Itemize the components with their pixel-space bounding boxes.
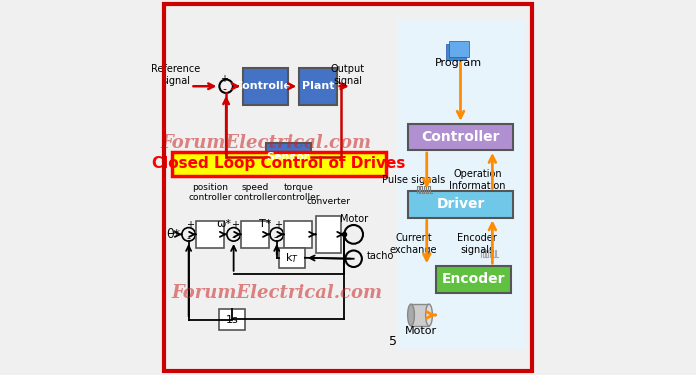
FancyBboxPatch shape xyxy=(241,221,269,248)
Text: θ*: θ* xyxy=(166,228,180,241)
Text: -: - xyxy=(186,233,190,243)
FancyBboxPatch shape xyxy=(265,142,310,172)
Text: speed
controller: speed controller xyxy=(233,183,277,203)
Text: Motor: Motor xyxy=(340,214,367,224)
FancyBboxPatch shape xyxy=(299,68,337,105)
FancyBboxPatch shape xyxy=(408,124,513,150)
Text: -: - xyxy=(231,232,235,242)
FancyBboxPatch shape xyxy=(172,152,386,176)
FancyBboxPatch shape xyxy=(448,41,469,57)
Text: Driver: Driver xyxy=(436,197,484,211)
Text: converter: converter xyxy=(306,197,351,206)
Text: ForumElectrical.com: ForumElectrical.com xyxy=(171,284,382,302)
Text: +: + xyxy=(231,220,239,230)
FancyBboxPatch shape xyxy=(397,19,526,349)
Text: Encoder
signals: Encoder signals xyxy=(457,233,497,255)
Text: ω*: ω* xyxy=(216,219,232,229)
Text: Controller: Controller xyxy=(235,81,296,91)
Text: Current
exchange: Current exchange xyxy=(390,233,437,255)
FancyBboxPatch shape xyxy=(284,221,313,248)
FancyBboxPatch shape xyxy=(411,304,429,326)
Text: Motor: Motor xyxy=(405,326,437,336)
FancyBboxPatch shape xyxy=(436,266,511,292)
Text: ForumElectrical.com: ForumElectrical.com xyxy=(160,134,371,152)
Text: Encoder: Encoder xyxy=(442,272,505,286)
Text: Plant: Plant xyxy=(302,81,334,91)
FancyBboxPatch shape xyxy=(278,248,305,268)
Text: +: + xyxy=(274,220,282,230)
Text: -: - xyxy=(274,232,278,242)
FancyBboxPatch shape xyxy=(219,309,245,330)
Text: Pulse signals: Pulse signals xyxy=(382,175,445,185)
Text: tacho: tacho xyxy=(367,251,394,261)
Text: Closed Loop Control of Drives: Closed Loop Control of Drives xyxy=(152,156,405,171)
Text: Operation
Information: Operation Information xyxy=(449,169,505,191)
Text: T*: T* xyxy=(258,219,271,229)
Text: +: + xyxy=(186,220,194,230)
Text: torque
controller: torque controller xyxy=(277,183,320,203)
Text: Reference
signal: Reference signal xyxy=(151,64,200,86)
FancyBboxPatch shape xyxy=(445,44,466,60)
FancyBboxPatch shape xyxy=(316,216,340,253)
Text: k$_T$: k$_T$ xyxy=(285,251,299,265)
Text: Output
signal: Output signal xyxy=(331,64,365,86)
Ellipse shape xyxy=(426,304,432,326)
Text: Controller: Controller xyxy=(421,130,500,144)
Ellipse shape xyxy=(408,304,414,326)
Text: Sensor: Sensor xyxy=(267,153,310,162)
Text: +: + xyxy=(220,74,228,84)
Text: 5: 5 xyxy=(389,335,397,348)
FancyBboxPatch shape xyxy=(408,191,513,217)
Text: position
controller: position controller xyxy=(189,183,232,203)
FancyBboxPatch shape xyxy=(243,68,288,105)
Text: Program: Program xyxy=(435,57,482,68)
Text: 1s: 1s xyxy=(226,315,238,325)
FancyBboxPatch shape xyxy=(196,221,224,248)
Text: -: - xyxy=(222,84,226,94)
